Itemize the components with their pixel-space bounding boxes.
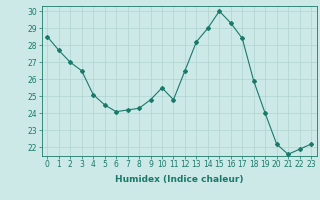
X-axis label: Humidex (Indice chaleur): Humidex (Indice chaleur) bbox=[115, 175, 244, 184]
